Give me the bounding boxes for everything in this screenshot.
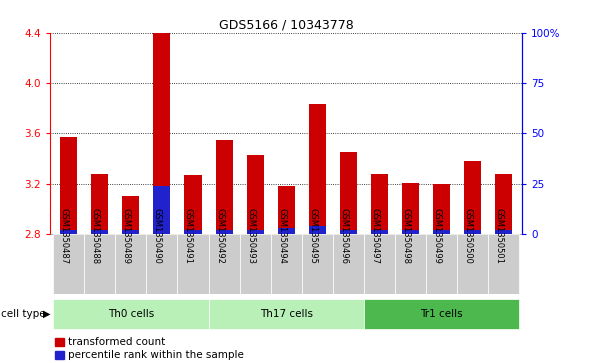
Bar — [433, 230, 450, 234]
Bar — [116, 234, 146, 294]
Text: GSM1350497: GSM1350497 — [371, 208, 379, 264]
Bar — [60, 230, 77, 234]
Bar — [395, 234, 426, 294]
Bar — [278, 186, 294, 234]
Text: GSM1350491: GSM1350491 — [184, 208, 193, 264]
Text: GSM1350487: GSM1350487 — [60, 208, 69, 264]
Bar — [208, 234, 240, 294]
Bar — [371, 230, 388, 234]
Text: GSM1350501: GSM1350501 — [494, 208, 503, 264]
Bar — [464, 161, 481, 234]
Legend: transformed count, percentile rank within the sample: transformed count, percentile rank withi… — [55, 337, 244, 360]
Bar — [240, 234, 271, 294]
Bar — [208, 299, 364, 329]
Bar — [122, 196, 139, 234]
Text: GSM1350500: GSM1350500 — [464, 208, 473, 264]
Bar — [301, 234, 333, 294]
Text: ▶: ▶ — [42, 309, 50, 319]
Bar — [488, 234, 519, 294]
Text: Th0 cells: Th0 cells — [108, 309, 154, 319]
Bar — [364, 234, 395, 294]
Text: GSM1350499: GSM1350499 — [432, 208, 441, 264]
Text: Tr1 cells: Tr1 cells — [420, 309, 463, 319]
Bar — [364, 299, 519, 329]
Text: GSM1350498: GSM1350498 — [401, 208, 411, 264]
Bar — [278, 228, 294, 234]
Bar — [495, 230, 512, 234]
Bar — [333, 234, 364, 294]
Text: GSM1350490: GSM1350490 — [153, 208, 162, 264]
Bar — [309, 226, 326, 234]
Bar — [53, 299, 208, 329]
Bar — [340, 230, 357, 234]
Bar — [433, 184, 450, 234]
Bar — [247, 155, 264, 234]
Bar — [247, 230, 264, 234]
Text: GSM1350496: GSM1350496 — [339, 208, 348, 264]
Bar — [371, 174, 388, 234]
Bar — [271, 234, 301, 294]
Text: Th17 cells: Th17 cells — [260, 309, 313, 319]
Text: GSM1350495: GSM1350495 — [308, 208, 317, 264]
Bar — [178, 234, 208, 294]
Text: GSM1350492: GSM1350492 — [215, 208, 224, 264]
Bar — [340, 152, 357, 234]
Bar — [402, 230, 419, 234]
Bar — [84, 234, 116, 294]
Bar — [60, 137, 77, 234]
Bar — [185, 230, 202, 234]
Bar — [53, 234, 84, 294]
Bar — [122, 230, 139, 234]
Text: GSM1350488: GSM1350488 — [91, 208, 100, 264]
Title: GDS5166 / 10343778: GDS5166 / 10343778 — [219, 19, 353, 32]
Bar — [91, 174, 109, 234]
Bar — [495, 174, 512, 234]
Bar — [185, 175, 202, 234]
Bar — [426, 234, 457, 294]
Bar — [91, 230, 109, 234]
Bar — [309, 105, 326, 234]
Bar — [153, 186, 171, 234]
Bar — [402, 183, 419, 234]
Bar — [215, 230, 232, 234]
Text: GSM1350493: GSM1350493 — [246, 208, 255, 264]
Text: cell type: cell type — [1, 309, 45, 319]
Bar — [153, 33, 171, 234]
Bar — [146, 234, 178, 294]
Bar — [457, 234, 488, 294]
Bar — [215, 140, 232, 234]
Bar — [464, 230, 481, 234]
Text: GSM1350494: GSM1350494 — [277, 208, 286, 264]
Text: GSM1350489: GSM1350489 — [122, 208, 131, 264]
